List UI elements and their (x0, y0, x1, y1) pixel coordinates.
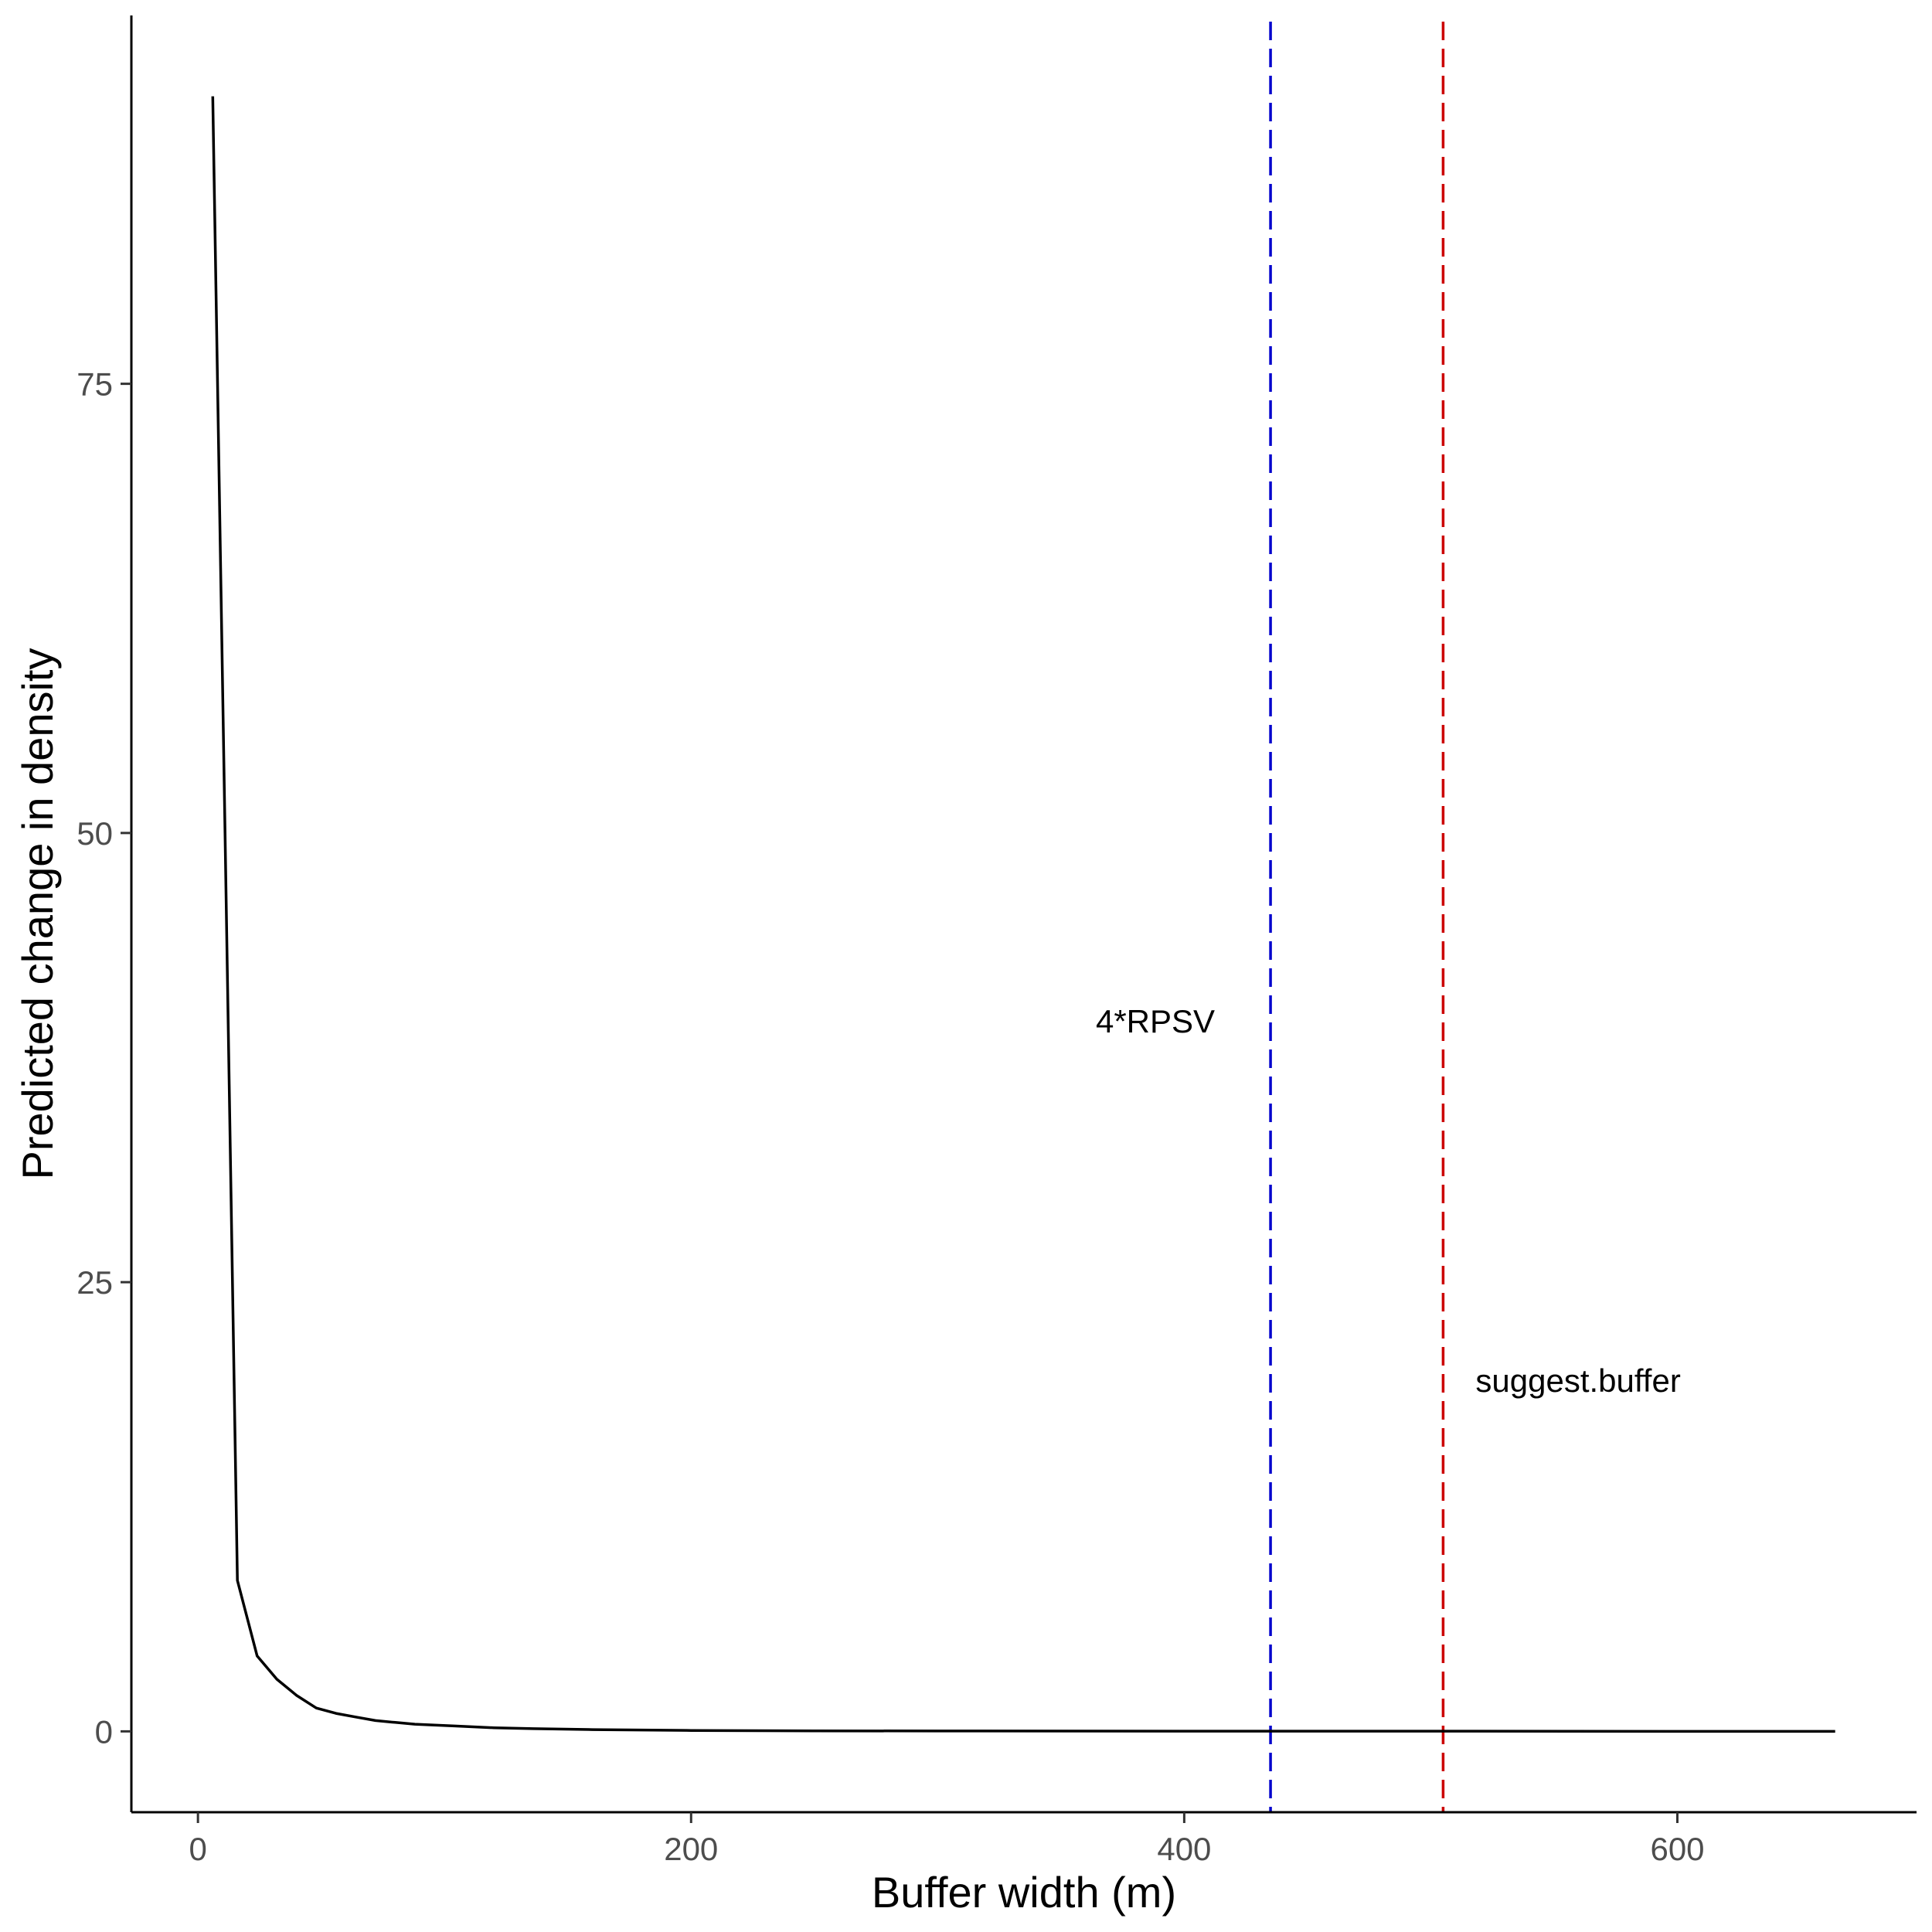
x-axis-ticks: 0 200 400 600 (189, 1812, 1705, 1867)
annotation-label: suggest.buffer (1475, 1362, 1680, 1399)
x-tick-label: 200 (664, 1831, 718, 1867)
x-tick-label: 0 (189, 1831, 206, 1867)
annotations: 4*RPSV suggest.buffer (1096, 1003, 1681, 1399)
series-layer (211, 96, 1835, 1733)
y-tick-label: 0 (95, 1713, 113, 1750)
x-axis-title: Buffer width (m) (872, 1868, 1176, 1917)
y-tick-label: 75 (77, 366, 113, 403)
series-line (211, 96, 1835, 1733)
x-tick-label: 600 (1650, 1831, 1704, 1867)
y-axis-title: Predicted change in density (13, 648, 62, 1180)
x-tick-label: 400 (1157, 1831, 1211, 1867)
annotation-label: 4*RPSV (1096, 1003, 1215, 1039)
y-tick-label: 50 (77, 815, 113, 852)
y-tick-label: 25 (77, 1264, 113, 1301)
y-axis-ticks: 0 25 50 75 (77, 366, 131, 1750)
reference-lines (1269, 22, 1445, 1812)
